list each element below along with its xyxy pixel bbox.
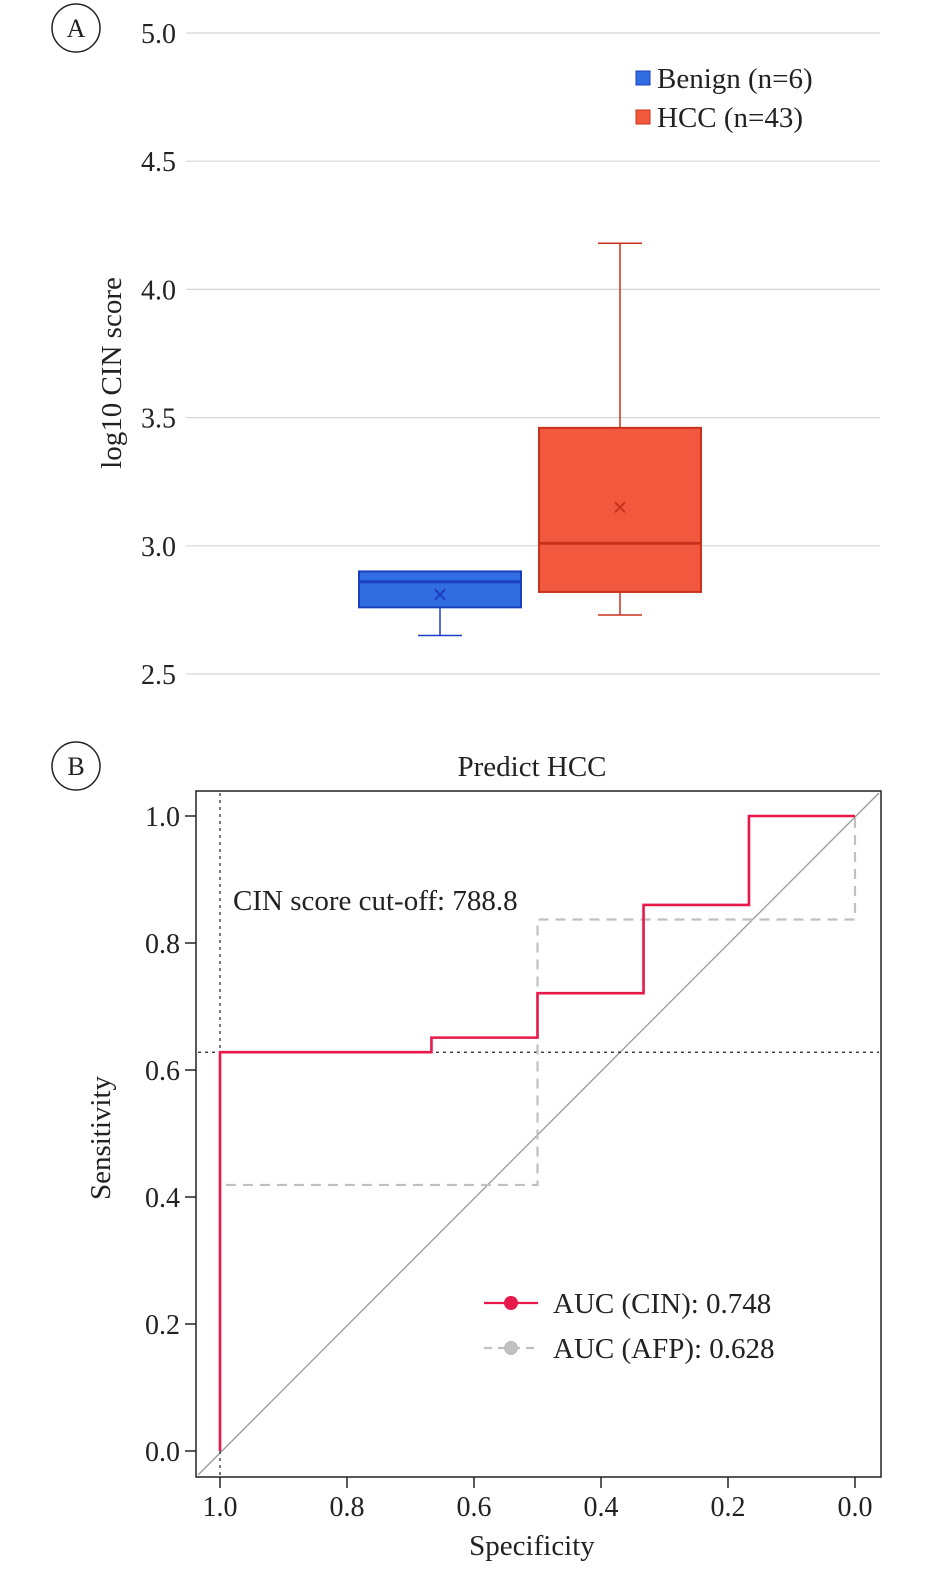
panel-b-title: Predict HCC [457,751,606,783]
x-tick-label: 0.2 [711,1492,746,1523]
x-tick-label: 0.0 [838,1492,873,1523]
panel-b-roc-plot: B Predict HCC 1.0 0.8 0.6 0.4 0.2 0.0 0.0 0.2 0.… [51,741,882,1562]
y-tick-label: 0.8 [145,929,180,960]
legend-label: AUC (AFP): 0.628 [553,1333,775,1365]
y-tick-label-a: 3.5 [141,404,176,435]
y-tick-label-a: 4.5 [141,147,176,178]
y-tick-label: 0.4 [145,1183,180,1214]
panel-a-legend: Benign (n=6) HCC (n=43) [635,63,813,134]
mean-marker [614,501,626,514]
panel-a-gridlines [186,32,880,675]
iqr-box [358,570,522,609]
legend-label: AUC (CIN): 0.748 [553,1288,771,1320]
panel-b-letter-circle [51,741,101,791]
y-tick-label: 0.6 [145,1056,180,1087]
y-tick-label: 0.0 [145,1437,180,1468]
legend-label: HCC (n=43) [657,102,803,134]
panel-b-ticks: 1.0 0.8 0.6 0.4 0.2 0.0 0.0 0.2 0.4 0.6 0.8 1.0 [145,802,873,1523]
x-tick-label: 0.4 [584,1492,619,1523]
mean-marker [434,588,446,601]
x-tick-label: 0.8 [330,1492,365,1523]
y-tick-label-a: 3.0 [141,532,176,563]
panel-a-box-plot: A 2.5 3.0 3.5 4.0 4.5 5.0 log10 CIN score Ben… [51,3,880,691]
legend-marker [504,1341,518,1355]
panel-b-plot-frame [195,790,882,1478]
panel-b-x-axis-label: Specificity [469,1530,595,1562]
panel-a-y-ticks: 2.5 3.0 3.5 4.0 4.5 5.0 [141,19,176,691]
panel-b-lines [197,792,880,1476]
panel-a-letter: A [67,14,86,43]
panel-b-letter: B [67,752,84,781]
panel-a-boxes [358,242,702,637]
panel-b-y-axis-label: Sensitivity [85,1075,117,1200]
y-tick-label-a: 2.5 [141,660,176,691]
panel-b-legend: AUC (CIN): 0.748 AUC (AFP): 0.628 [484,1288,775,1365]
y-tick-label: 1.0 [145,802,180,833]
x-tick-label: 0.6 [457,1492,492,1523]
y-tick-label: 0.2 [145,1310,180,1341]
roc-curve-cin [218,814,855,1451]
iqr-box [538,426,702,593]
legend-swatch [635,70,651,86]
box-hcc [538,242,702,616]
legend-label: Benign (n=6) [657,63,813,95]
cutoff-annotation: CIN score cut-off: 788.8 [233,885,518,917]
panel-a-letter-circle [51,3,101,53]
box-benign [358,570,522,637]
panel-a-y-axis-label: log10 CIN score [96,277,128,469]
y-tick-label-a: 4.0 [141,275,176,306]
x-tick-label: 1.0 [203,1492,238,1523]
legend-marker [504,1296,518,1310]
y-tick-label-a: 5.0 [141,19,176,50]
legend-swatch [635,109,651,125]
